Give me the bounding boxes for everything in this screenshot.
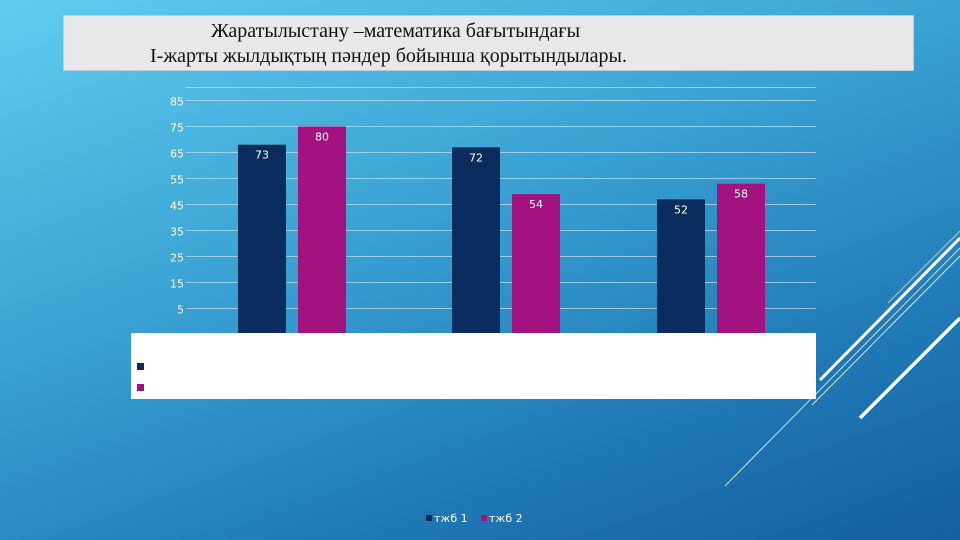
bars xyxy=(238,126,765,334)
table-legend-swatch-series-1 xyxy=(137,363,144,370)
y-axis-ticks: 5 15 25 35 45 55 65 75 85 xyxy=(170,96,184,317)
chart-title-line-2: I-жарты жылдықтың пәндер бойынша қорытын… xyxy=(150,45,627,67)
y-tick-label: 25 xyxy=(170,252,184,265)
legend: тжб 1 тжб 2 xyxy=(426,512,523,525)
gridlines xyxy=(186,87,816,309)
bar-2-2 xyxy=(512,194,560,334)
legend-label-2: тжб 2 xyxy=(489,512,523,525)
y-tick-label: 55 xyxy=(170,174,184,187)
bar-2-3 xyxy=(717,183,765,334)
y-tick-label: 85 xyxy=(170,96,184,109)
data-label: 54 xyxy=(529,198,543,211)
y-tick-label: 35 xyxy=(170,226,184,239)
y-tick-label: 5 xyxy=(177,304,184,317)
data-label: 52 xyxy=(674,203,688,216)
bar-1-3 xyxy=(657,199,705,334)
data-labels: 73 72 52 80 54 58 xyxy=(255,131,748,217)
y-tick-label: 75 xyxy=(170,122,184,135)
data-label: 73 xyxy=(255,149,269,162)
chart-title-box: Жаратылыстану –математика бағытындағы I-… xyxy=(63,15,914,71)
data-table-legend xyxy=(131,333,816,399)
data-label: 72 xyxy=(469,151,483,164)
y-tick-label: 45 xyxy=(170,200,184,213)
bar-2-1 xyxy=(298,126,346,334)
legend-label-1: тжб 1 xyxy=(434,512,468,525)
table-legend-swatch-series-2 xyxy=(137,384,144,391)
data-label: 58 xyxy=(734,188,748,201)
chart-title-line-1: Жаратылыстану –математика бағытындағы xyxy=(211,20,581,42)
bar-1-1 xyxy=(238,144,286,334)
y-tick-label: 65 xyxy=(170,148,184,161)
data-label: 80 xyxy=(315,131,329,144)
y-tick-label: 15 xyxy=(170,278,184,291)
legend-swatch-2 xyxy=(481,515,487,521)
bar-1-2 xyxy=(452,147,500,334)
legend-swatch-1 xyxy=(426,515,432,521)
